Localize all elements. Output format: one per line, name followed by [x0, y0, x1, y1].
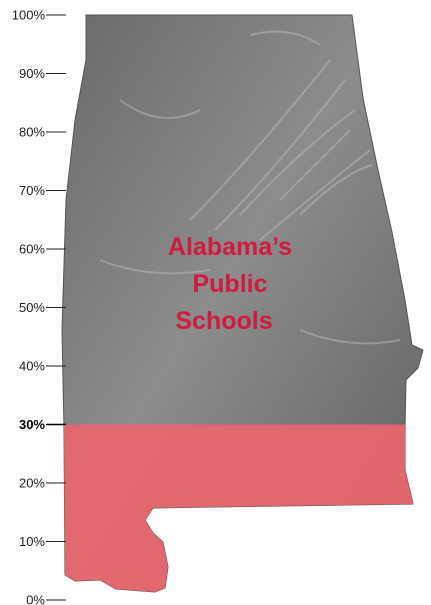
tick-label-30: 30%: [19, 417, 45, 432]
tick-label-20: 20%: [19, 476, 45, 491]
map-title-line-3: Schools: [175, 307, 272, 335]
fill-level-region: [0, 425, 431, 605]
tick-label-10: 10%: [19, 534, 45, 549]
y-axis: 0% 10% 20% 30% 40% 50% 60% 70% 80% 90% 100%: [12, 8, 66, 605]
tick-label-80: 80%: [19, 125, 45, 140]
tick-label-60: 60%: [19, 242, 45, 257]
map-title-line-1: Alabama’s: [168, 233, 292, 261]
tick-label-90: 90%: [19, 66, 45, 81]
tick-label-50: 50%: [19, 300, 45, 315]
tick-label-100: 100%: [12, 8, 46, 23]
tick-label-40: 40%: [19, 359, 45, 374]
map-title-line-2: Public: [192, 270, 267, 298]
tick-label-70: 70%: [19, 183, 45, 198]
tick-label-0: 0%: [26, 593, 45, 605]
